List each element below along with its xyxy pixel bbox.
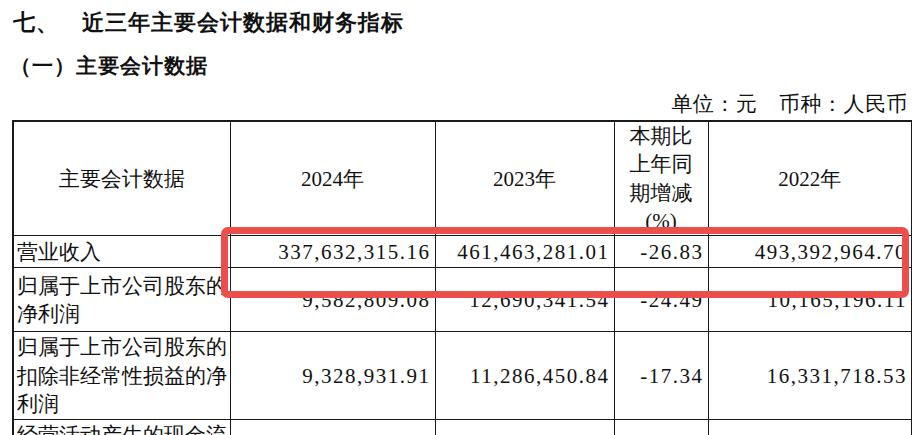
value-change: -26.83: [614, 236, 708, 268]
value-2024: 724,358,697.29: [230, 420, 435, 435]
row-label: 归属于上市公司股东的扣除非经常性损益的净利润: [13, 332, 230, 420]
value-2022: 10,165,196.11: [708, 268, 912, 332]
value-2023: 12,690,341.54: [435, 268, 614, 332]
value-change: -17.34: [614, 332, 708, 420]
table-row-revenue: 营业收入 337,632,315.16 461,463,281.01 -26.8…: [13, 236, 912, 268]
table-header-row: 主要会计数据 2024年 2023年 本期比上年同期增减(%) 2022年: [13, 121, 912, 236]
unit-currency-note: 单位：元 币种：人民币: [12, 90, 908, 118]
value-2022: 316,338,064.13: [708, 420, 912, 435]
key-accounting-data-table: 主要会计数据 2024年 2023年 本期比上年同期增减(%) 2022年 营业…: [12, 120, 912, 435]
subsection-title: （一）主要会计数据: [10, 52, 208, 80]
table-row-operating-cash-flow: 经营活动产生的现金流量净额 724,358,697.29 454,707,999…: [13, 420, 912, 435]
col-header-change: 本期比上年同期增减(%): [614, 121, 708, 236]
col-header-2024: 2024年: [230, 121, 435, 236]
value-2022: 16,331,718.53: [708, 332, 912, 420]
value-2022: 493,392,964.70: [708, 236, 912, 268]
col-header-2022: 2022年: [708, 121, 912, 236]
col-header-2023: 2023年: [435, 121, 614, 236]
col-header-metric: 主要会计数据: [13, 121, 230, 236]
value-2024: 9,328,931.91: [230, 332, 435, 420]
table-row-net-profit-deducted: 归属于上市公司股东的扣除非经常性损益的净利润 9,328,931.91 11,2…: [13, 332, 912, 420]
value-2023: 11,286,450.84: [435, 332, 614, 420]
value-2023: 454,707,999.89: [435, 420, 614, 435]
section-title: 七、 近三年主要会计数据和财务指标: [13, 8, 404, 38]
value-2024: 337,632,315.16: [230, 236, 435, 268]
value-2024: 9,582,809.08: [230, 268, 435, 332]
value-2023: 461,463,281.01: [435, 236, 614, 268]
table-row-net-profit: 归属于上市公司股东的净利润 9,582,809.08 12,690,341.54…: [13, 268, 912, 332]
row-label: 归属于上市公司股东的净利润: [13, 268, 230, 332]
value-change: -24.49: [614, 268, 708, 332]
row-label: 营业收入: [13, 236, 230, 268]
value-change: 59.30: [614, 420, 708, 435]
row-label: 经营活动产生的现金流量净额: [13, 420, 230, 435]
